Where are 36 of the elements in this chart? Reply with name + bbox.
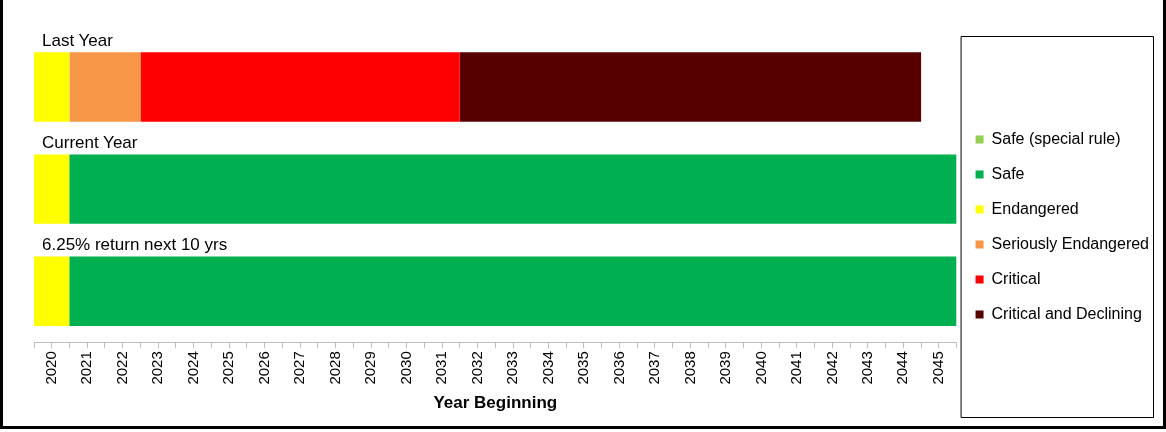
x-tick-label: 2021 <box>77 351 95 385</box>
x-tick-label: 2041 <box>787 351 805 385</box>
legend-label: Critical <box>991 269 1041 287</box>
x-tick-label: 2032 <box>467 351 485 385</box>
legend-label: Safe (special rule) <box>991 129 1121 147</box>
legend-label: Safe <box>991 164 1025 182</box>
x-tick-label: 2027 <box>290 351 308 385</box>
x-tick-label: 2028 <box>325 351 343 385</box>
x-tick-label: 2042 <box>822 351 840 385</box>
x-tick-label: 2038 <box>680 351 698 385</box>
x-tick-label: 2043 <box>858 351 875 385</box>
x-tick-label: 2037 <box>645 351 663 385</box>
x-tick-label: 2030 <box>396 351 414 385</box>
x-tick-label: 2040 <box>751 351 769 385</box>
x-tick-label: 2026 <box>254 351 272 385</box>
x-tick-label: 2034 <box>538 351 556 385</box>
x-tick-label: 2044 <box>893 351 911 385</box>
y-tick-label: Last Year <box>42 30 114 50</box>
x-tick-label: 2035 <box>574 351 592 385</box>
x-tick-label: 2022 <box>112 351 130 385</box>
x-tick-label: 2036 <box>609 351 627 385</box>
x-axis-title: Year Beginning <box>433 393 558 413</box>
x-tick-label: 2029 <box>361 351 379 385</box>
x-tick-label: 2025 <box>219 351 237 385</box>
legend-label: Endangered <box>991 199 1079 217</box>
legend-label: Seriously Endangered <box>991 234 1149 252</box>
legend-label: Critical and Declining <box>991 304 1142 322</box>
x-tick-label: 2024 <box>183 351 201 385</box>
y-tick-label: 6.25% return next 10 yrs <box>42 234 228 254</box>
x-tick-label: 2031 <box>432 351 450 385</box>
x-tick-label: 2045 <box>928 351 946 385</box>
x-tick-label: 2023 <box>148 351 166 385</box>
x-tick-label: 2033 <box>503 351 521 385</box>
x-tick-label: 2039 <box>716 351 734 385</box>
x-tick-label: 2020 <box>41 351 59 385</box>
y-tick-label: Current Year <box>42 132 138 152</box>
